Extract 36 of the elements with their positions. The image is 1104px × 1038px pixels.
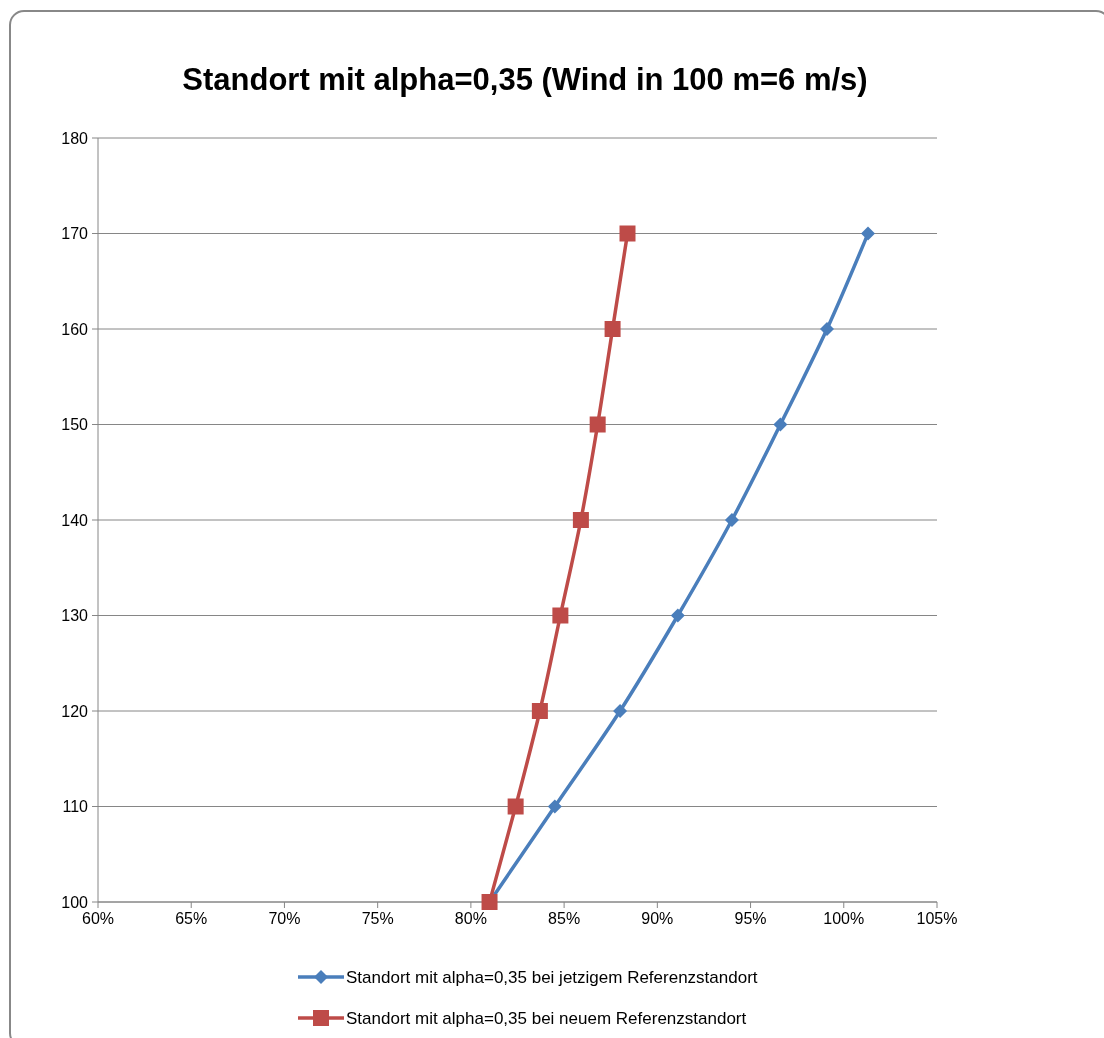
point xyxy=(604,321,621,337)
point xyxy=(552,607,569,624)
legend-label: Standort mit alpha=0,35 bei jetzigem Referenzstandort xyxy=(346,967,758,987)
point xyxy=(531,703,548,719)
y-tick-label: 120 xyxy=(61,702,89,720)
x-tick-label: 85% xyxy=(548,910,581,927)
y-tick-label: 160 xyxy=(61,320,89,338)
y-tick-label: 100 xyxy=(61,893,89,911)
x-tick-label: 75% xyxy=(361,910,394,927)
point xyxy=(507,798,524,815)
point xyxy=(724,513,739,527)
y-tick-label: 170 xyxy=(61,225,89,243)
point xyxy=(572,512,589,528)
point xyxy=(773,417,788,432)
x-tick-label: 90% xyxy=(641,910,674,927)
point xyxy=(820,322,834,336)
x-tick-label: 105% xyxy=(916,910,958,927)
y-tick-label: 180 xyxy=(61,129,89,147)
y-tick-label: 150 xyxy=(61,416,89,434)
y-tick-label: 140 xyxy=(61,511,89,529)
point xyxy=(547,799,562,814)
x-tick-label: 60% xyxy=(81,910,115,927)
point xyxy=(861,226,876,241)
point xyxy=(670,608,685,623)
point xyxy=(613,704,628,718)
legend-label: Standort mit alpha=0,35 bei neuem Referenzstandort xyxy=(346,1008,747,1028)
x-tick-label: 95% xyxy=(734,910,767,927)
y-tick-label: 110 xyxy=(62,798,89,816)
chart-title: Standort mit alpha=0,35 (Wind in 100 m=6 m/s) xyxy=(182,62,868,97)
x-tick-label: 100% xyxy=(823,910,865,927)
x-tick-label: 65% xyxy=(175,910,208,927)
point xyxy=(589,416,606,433)
x-tick-label: 80% xyxy=(454,910,487,927)
x-tick-label: 70% xyxy=(268,910,301,927)
point xyxy=(619,225,636,242)
y-tick-label: 130 xyxy=(61,607,89,625)
